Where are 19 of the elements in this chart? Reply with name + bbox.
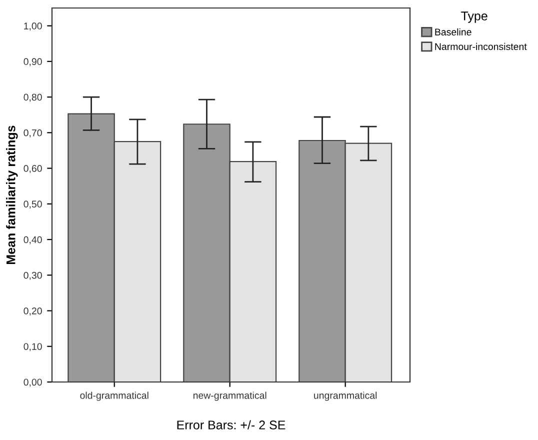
y-tick-label: 0,00: [24, 378, 42, 387]
y-tick-label: 0,40: [24, 236, 42, 244]
y-tick-label: 0,30: [24, 272, 42, 280]
legend-title: Type: [461, 12, 488, 23]
x-axis-title: Error Bars: +/- 2 SE: [177, 420, 286, 430]
legend-label: Baseline: [435, 28, 472, 36]
y-tick-label: 0,60: [24, 165, 42, 174]
y-tick-label: 0,20: [24, 307, 42, 316]
y-tick-label: 0,10: [24, 343, 42, 352]
x-tick-label: old-grammatical: [80, 392, 148, 401]
y-tick-label: 0,90: [24, 58, 42, 66]
y-tick-label: 0,80: [24, 94, 42, 102]
x-tick-label: new-grammatical: [193, 392, 266, 401]
y-tick-label: 1,00: [24, 22, 42, 31]
y-tick-label: 0,70: [24, 129, 42, 138]
legend-label: Narmour-inconsistent: [435, 42, 527, 50]
y-tick-label: 0,50: [24, 200, 42, 209]
x-tick-label: ungrammatical: [314, 392, 377, 401]
y-axis-title: Mean familiarity ratings: [6, 126, 18, 264]
